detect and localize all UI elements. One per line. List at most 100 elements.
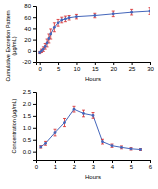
- y-axis-title-line: Concentration (µg/mL): [11, 98, 17, 153]
- error-bar-stem: [76, 14, 77, 18]
- error-bar: [139, 149, 142, 151]
- error-bar-cap: [60, 22, 63, 23]
- x-axis-tick: 2: [73, 160, 77, 170]
- error-bar-cap: [73, 106, 76, 107]
- x-axis-tick-mark: [93, 160, 94, 163]
- y-axis-line: [33, 93, 37, 161]
- x-axis-tick-label: 10: [74, 66, 81, 72]
- error-bar-cap: [101, 139, 104, 140]
- y-axis-tick-label: 20: [24, 37, 31, 43]
- error-bar: [130, 9, 133, 15]
- x-axis-tick-label: 5: [57, 66, 61, 72]
- x-axis-tick-mark: [150, 160, 151, 163]
- x-axis-tick-mark: [150, 62, 151, 65]
- point: [46, 42, 49, 45]
- error-bar-stem: [74, 106, 75, 112]
- point: [42, 48, 45, 51]
- point: [111, 144, 114, 147]
- error-bar-cap: [64, 16, 67, 17]
- error-bar: [53, 23, 56, 32]
- x-axis-tick: 20: [110, 62, 117, 72]
- error-bar: [39, 146, 42, 148]
- line: [40, 11, 150, 52]
- panel: 051015202530-20020406080Hours: [22, 3, 154, 82]
- x-axis-tick-mark: [74, 160, 75, 163]
- x-axis-tick-label: 3: [92, 164, 96, 170]
- error-bar: [47, 34, 50, 43]
- error-bar: [112, 11, 115, 17]
- point: [130, 147, 133, 150]
- x-axis-tick-mark: [55, 160, 56, 163]
- y-axis-tick-label: 1.0: [23, 125, 32, 131]
- point: [130, 11, 133, 14]
- x-axis-tick-label: 2: [73, 164, 77, 170]
- error-bar-cap: [54, 129, 57, 130]
- error-bar-cap: [92, 118, 95, 119]
- x-axis-tick-mark: [132, 62, 133, 65]
- error-bar-stem: [50, 29, 51, 39]
- error-bar-cap: [93, 17, 96, 18]
- y-axis-title-line: Cumulative Excretion Pattern: [5, 10, 11, 81]
- y-axis-tick-label: 0.5: [23, 137, 32, 143]
- error-bar-cap: [75, 18, 78, 19]
- error-bar-stem: [65, 16, 66, 22]
- y-axis-tick-mark: [33, 40, 36, 41]
- x-axis-tick: 5: [130, 160, 134, 170]
- point: [149, 10, 150, 13]
- point: [120, 146, 123, 149]
- x-axis-tick: 6: [149, 160, 153, 170]
- x-axis-tick-label: 25: [129, 66, 136, 72]
- error-bars: [39, 106, 142, 150]
- error-bar-stem: [39, 51, 40, 53]
- y-axis-tick-mark: [33, 116, 36, 117]
- error-bar-cap: [68, 20, 71, 21]
- x-axis-tick-label: 1: [54, 164, 58, 170]
- error-bar-cap: [64, 21, 67, 22]
- error-bar: [111, 144, 114, 147]
- error-bar: [93, 13, 96, 17]
- x-axis-tick: 3: [92, 160, 96, 170]
- y-axis-tick-mark: [33, 28, 36, 29]
- error-bar: [54, 129, 57, 136]
- x-axis-tick-label: 5: [130, 164, 134, 170]
- error-bar-stem: [69, 16, 70, 20]
- x-axis-tick: 15: [92, 62, 99, 72]
- x-axis-title: Hours: [85, 174, 101, 180]
- error-bar-cap: [73, 112, 76, 113]
- y-axis-tick-label: -20: [22, 59, 31, 65]
- point: [73, 108, 76, 111]
- error-bar-stem: [64, 118, 65, 126]
- y-axis-tick-label: 0.0: [23, 149, 32, 155]
- y-axis-tick: 1.5: [23, 113, 36, 119]
- y-axis-tick-mark: [33, 17, 36, 18]
- point: [63, 121, 66, 124]
- point: [60, 19, 63, 22]
- error-bar: [68, 16, 71, 20]
- x-axis-tick-mark: [40, 62, 41, 65]
- x-axis-tick-mark: [112, 160, 113, 163]
- error-bar: [82, 110, 85, 117]
- point: [44, 142, 47, 145]
- error-bar-cap: [53, 22, 56, 23]
- point: [57, 21, 60, 24]
- error-bar: [44, 141, 47, 145]
- x-axis-line: [37, 63, 151, 66]
- x-axis-tick-label: 4: [111, 164, 115, 170]
- x-axis-title: Hours: [85, 76, 101, 82]
- error-bar-stem: [43, 47, 44, 51]
- error-bar-stem: [131, 148, 132, 150]
- y-axis-tick: 0.5: [23, 137, 36, 143]
- error-bar-cap: [60, 17, 63, 18]
- y-axis-tick-label: 60: [24, 15, 31, 21]
- point: [92, 114, 95, 117]
- error-bar: [101, 139, 104, 144]
- x-axis-tick-label: 6: [149, 164, 153, 170]
- error-bar-stem: [40, 146, 41, 148]
- error-bar-stem: [102, 139, 103, 144]
- x-axis-tick-label: 0: [39, 66, 43, 72]
- error-bar-cap: [112, 11, 115, 12]
- error-bar-cap: [57, 19, 60, 20]
- x-axis-tick-label: 0: [35, 164, 39, 170]
- error-bar-cap: [54, 135, 57, 136]
- error-bar-cap: [68, 15, 71, 16]
